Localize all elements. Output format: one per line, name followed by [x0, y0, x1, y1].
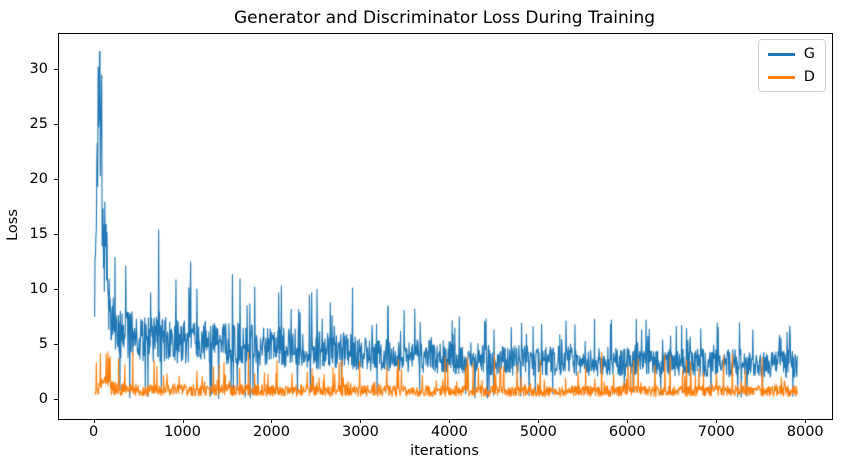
- legend-entry-g: G: [767, 46, 815, 62]
- y-tick-mark: [54, 69, 58, 71]
- y-tick-label: 15: [29, 226, 48, 243]
- x-tick-label: 3000: [341, 424, 379, 440]
- y-tick-label: 30: [29, 61, 48, 78]
- y-axis-label: Loss: [5, 209, 21, 241]
- y-tick-mark: [54, 399, 58, 401]
- x-tick-label: 7000: [697, 424, 735, 440]
- y-tick-mark: [54, 234, 58, 236]
- y-tick-label: 10: [29, 281, 48, 298]
- legend: G D: [757, 39, 826, 92]
- x-tick-label: 2000: [253, 424, 290, 440]
- axes-frame: G D: [58, 33, 833, 420]
- x-tick-mark: [627, 419, 629, 423]
- x-tick-mark: [716, 419, 718, 423]
- x-tick-label: 4000: [430, 424, 468, 440]
- y-tick-mark: [54, 124, 58, 126]
- x-tick-label: 8000: [786, 424, 824, 440]
- x-axis-label: iterations: [410, 443, 479, 459]
- x-tick-mark: [93, 419, 95, 423]
- x-tick-mark: [449, 419, 451, 423]
- g-line-swatch: [767, 52, 795, 56]
- x-tick-label: 6000: [608, 424, 646, 440]
- x-tick-mark: [271, 419, 273, 423]
- x-tick-mark: [360, 419, 362, 423]
- y-tick-label: 5: [38, 336, 48, 353]
- x-tick-mark: [805, 419, 807, 423]
- x-tick-mark: [182, 419, 184, 423]
- y-tick-mark: [54, 179, 58, 181]
- y-tick-label: 20: [29, 171, 48, 188]
- legend-label-g: G: [803, 46, 815, 62]
- legend-entry-d: D: [767, 69, 815, 85]
- x-tick-label: 0: [88, 424, 99, 440]
- y-tick-mark: [54, 289, 58, 291]
- x-tick-label: 5000: [519, 424, 557, 440]
- y-tick-label: 0: [38, 391, 48, 408]
- legend-label-d: D: [803, 69, 815, 85]
- plot-canvas: [59, 34, 832, 419]
- chart-title: Generator and Discriminator Loss During …: [233, 8, 656, 28]
- y-tick-label: 25: [29, 116, 48, 133]
- d-line-swatch: [767, 75, 795, 79]
- x-tick-label: 1000: [164, 424, 201, 440]
- y-tick-mark: [54, 344, 58, 346]
- x-tick-mark: [538, 419, 540, 423]
